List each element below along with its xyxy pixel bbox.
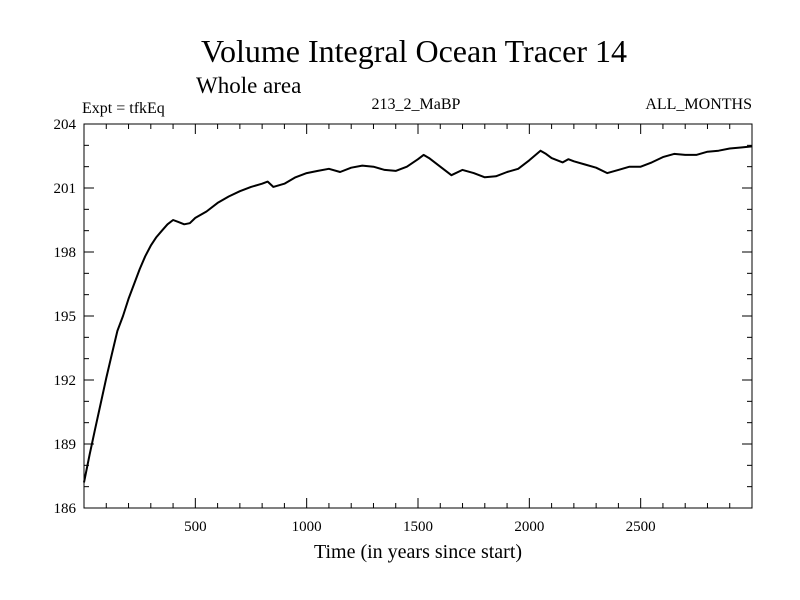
y-tick-label: 198 — [54, 245, 77, 261]
y-tick-label: 192 — [54, 373, 77, 389]
x-tick-label: 1000 — [292, 519, 322, 535]
y-tick-label: 186 — [54, 501, 77, 517]
series-line — [83, 145, 753, 483]
y-tick-label: 204 — [54, 117, 77, 133]
plot-frame — [83, 123, 753, 509]
y-tick-label: 201 — [54, 181, 77, 197]
x-axis-label: Time (in years since start) — [314, 541, 522, 563]
experiment-label: Expt = tfkEq — [82, 100, 165, 117]
x-tick-label: 2000 — [514, 519, 544, 535]
run-label: 213_2_MaBP — [372, 96, 461, 113]
period-label: ALL_MONTHS — [645, 96, 752, 113]
x-tick-label: 1500 — [403, 519, 433, 535]
x-tick-label: 500 — [184, 519, 207, 535]
y-tick-label: 195 — [54, 309, 77, 325]
x-tick-label: 2500 — [626, 519, 656, 535]
y-tick-label: 189 — [54, 437, 77, 453]
chart-title: Volume Integral Ocean Tracer 14 — [201, 33, 627, 69]
chart-subtitle: Whole area — [196, 73, 301, 98]
